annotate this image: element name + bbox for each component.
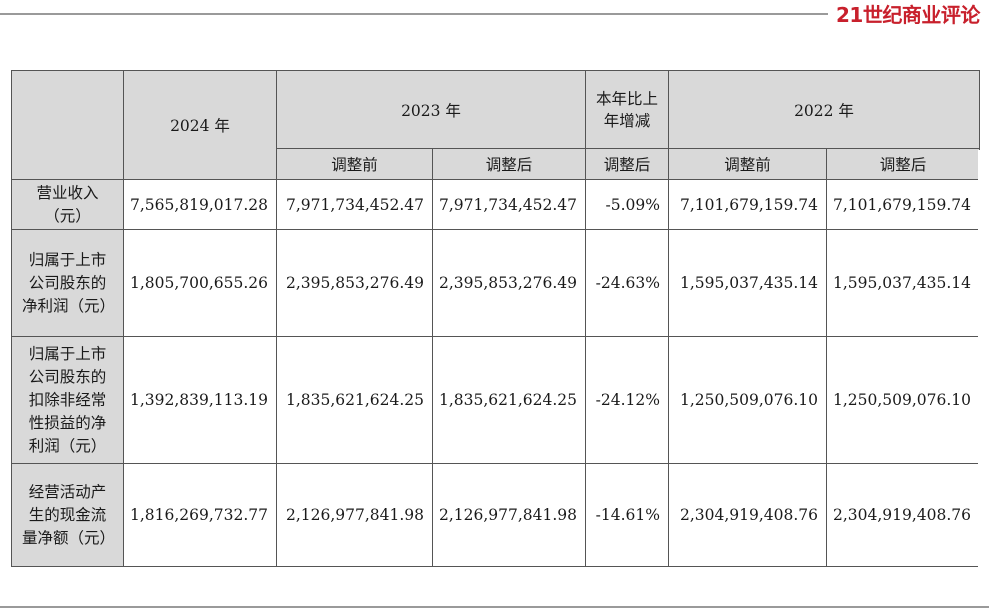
header-change: 本年比上年增减 (585, 70, 669, 149)
value-2023-before: 1,835,621,624.25 (276, 336, 433, 464)
value-2024: 1,816,269,732.77 (123, 463, 277, 567)
table-row: 营业收入（元） 7,565,819,017.28 7,971,734,452.4… (11, 179, 980, 230)
header-change-after: 调整后 (585, 148, 669, 180)
brand-logo: 21世纪商业评论 (836, 3, 980, 27)
header-2024: 2024 年 (123, 70, 277, 180)
value-change: -24.12% (585, 336, 669, 464)
value-2022-after: 7,101,679,159.74 (826, 179, 980, 230)
value-2023-after: 2,126,977,841.98 (432, 463, 586, 567)
value-2023-before: 2,126,977,841.98 (276, 463, 433, 567)
row-label: 归属于上市公司股东的扣除非经常性损益的净利润（元） (11, 336, 124, 464)
header-2022: 2022 年 (668, 70, 980, 149)
row-label: 经营活动产生的现金流量净额（元） (11, 463, 124, 567)
header-row-years: 2024 年 2023 年 本年比上年增减 2022 年 (11, 70, 980, 180)
value-change: -24.63% (585, 229, 669, 337)
value-2023-before: 7,971,734,452.47 (276, 179, 433, 230)
table-row: 归属于上市公司股东的净利润（元） 1,805,700,655.26 2,395,… (11, 229, 980, 337)
header-2023-before: 调整前 (276, 148, 433, 180)
table-row: 经营活动产生的现金流量净额（元） 1,816,269,732.77 2,126,… (11, 463, 980, 567)
value-2023-after: 2,395,853,276.49 (432, 229, 586, 337)
header-row-sub: 调整前 调整后 调整后 调整前 调整后 (12, 148, 980, 180)
bottom-rule (0, 606, 989, 608)
header-2023: 2023 年 (276, 70, 586, 149)
value-2023-after: 7,971,734,452.47 (432, 179, 586, 230)
top-rule (0, 13, 828, 15)
table-row: 归属于上市公司股东的扣除非经常性损益的净利润（元） 1,392,839,113.… (11, 336, 980, 464)
financial-table: 2024 年 2023 年 本年比上年增减 2022 年 调整前 调整后 调整后… (11, 70, 980, 567)
page-edge (978, 150, 989, 570)
value-2023-after: 1,835,621,624.25 (432, 336, 586, 464)
row-label: 归属于上市公司股东的净利润（元） (11, 229, 124, 337)
value-2022-after: 1,595,037,435.14 (826, 229, 980, 337)
value-2023-before: 2,395,853,276.49 (276, 229, 433, 337)
value-change: -5.09% (585, 179, 669, 230)
value-2022-before: 1,595,037,435.14 (668, 229, 827, 337)
value-2022-after: 2,304,919,408.76 (826, 463, 980, 567)
header-2023-after: 调整后 (432, 148, 586, 180)
value-2024: 1,805,700,655.26 (123, 229, 277, 337)
value-2022-after: 1,250,509,076.10 (826, 336, 980, 464)
value-change: -14.61% (585, 463, 669, 567)
header-2022-after: 调整后 (826, 148, 980, 180)
corner-cell (11, 70, 124, 180)
value-2022-before: 2,304,919,408.76 (668, 463, 827, 567)
header-2022-before: 调整前 (668, 148, 827, 180)
row-label: 营业收入（元） (11, 179, 124, 230)
value-2024: 1,392,839,113.19 (123, 336, 277, 464)
value-2022-before: 7,101,679,159.74 (668, 179, 827, 230)
value-2022-before: 1,250,509,076.10 (668, 336, 827, 464)
value-2024: 7,565,819,017.28 (123, 179, 277, 230)
